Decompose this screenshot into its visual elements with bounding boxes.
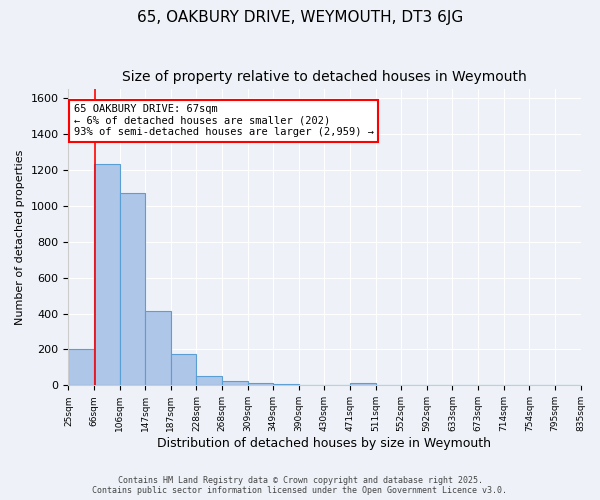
Bar (350, 382, 376, 386)
X-axis label: Distribution of detached houses by size in Weymouth: Distribution of detached houses by size … (157, 437, 491, 450)
Y-axis label: Number of detached properties: Number of detached properties (15, 150, 25, 325)
Bar (196, 376, 222, 386)
Bar (171, 354, 196, 386)
Text: 65 OAKBURY DRIVE: 67sqm
← 6% of detached houses are smaller (202)
93% of semi-de: 65 OAKBURY DRIVE: 67sqm ← 6% of detached… (74, 104, 374, 138)
Bar (222, 381, 248, 386)
Text: 65, OAKBURY DRIVE, WEYMOUTH, DT3 6JG: 65, OAKBURY DRIVE, WEYMOUTH, DT3 6JG (137, 10, 463, 25)
Title: Size of property relative to detached houses in Weymouth: Size of property relative to detached ho… (122, 70, 527, 84)
Bar (94, 164, 119, 386)
Bar (248, 382, 273, 386)
Bar (119, 194, 145, 386)
Text: Contains HM Land Registry data © Crown copyright and database right 2025.
Contai: Contains HM Land Registry data © Crown c… (92, 476, 508, 495)
Bar (273, 384, 299, 386)
Bar (145, 311, 171, 386)
Bar (68, 349, 94, 386)
